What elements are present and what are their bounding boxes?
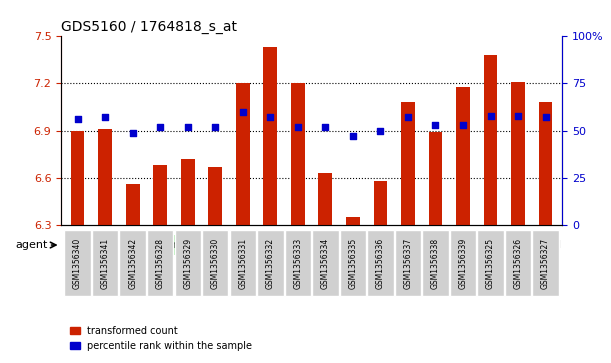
FancyBboxPatch shape bbox=[120, 230, 146, 296]
FancyBboxPatch shape bbox=[422, 230, 448, 296]
FancyBboxPatch shape bbox=[340, 230, 366, 296]
Bar bbox=[346, 217, 360, 225]
Bar bbox=[484, 55, 497, 225]
Point bbox=[541, 115, 551, 121]
FancyBboxPatch shape bbox=[532, 230, 559, 296]
Text: GSM1356329: GSM1356329 bbox=[183, 238, 192, 289]
Text: GSM1356328: GSM1356328 bbox=[156, 238, 165, 289]
FancyBboxPatch shape bbox=[312, 230, 338, 296]
FancyBboxPatch shape bbox=[229, 234, 312, 256]
Bar bbox=[428, 132, 442, 225]
FancyBboxPatch shape bbox=[202, 230, 229, 296]
Text: ampicillin: ampicillin bbox=[164, 240, 211, 250]
Bar bbox=[98, 129, 112, 225]
Text: GSM1356340: GSM1356340 bbox=[73, 237, 82, 289]
Point bbox=[293, 124, 302, 130]
Point bbox=[238, 109, 247, 115]
Bar bbox=[401, 102, 415, 225]
Text: GSM1356342: GSM1356342 bbox=[128, 238, 137, 289]
Text: norfloxacin: norfloxacin bbox=[409, 240, 463, 250]
Point bbox=[155, 124, 165, 130]
FancyBboxPatch shape bbox=[395, 230, 421, 296]
FancyBboxPatch shape bbox=[257, 230, 284, 296]
Text: GSM1356339: GSM1356339 bbox=[458, 237, 467, 289]
FancyBboxPatch shape bbox=[64, 234, 147, 256]
Text: GSM1356332: GSM1356332 bbox=[266, 238, 275, 289]
Bar bbox=[71, 131, 84, 225]
Bar bbox=[208, 167, 222, 225]
Text: GSM1356325: GSM1356325 bbox=[486, 238, 495, 289]
FancyBboxPatch shape bbox=[477, 230, 503, 296]
Point bbox=[431, 122, 441, 128]
Text: agent: agent bbox=[15, 240, 47, 250]
FancyBboxPatch shape bbox=[477, 234, 559, 256]
Text: GSM1356336: GSM1356336 bbox=[376, 237, 385, 289]
Point bbox=[265, 115, 275, 121]
Text: GSM1356331: GSM1356331 bbox=[238, 238, 247, 289]
FancyBboxPatch shape bbox=[312, 234, 394, 256]
Bar bbox=[291, 83, 305, 225]
FancyBboxPatch shape bbox=[147, 234, 229, 256]
FancyBboxPatch shape bbox=[230, 230, 256, 296]
Point bbox=[486, 113, 496, 118]
Point bbox=[210, 124, 220, 130]
Point bbox=[73, 117, 82, 122]
FancyBboxPatch shape bbox=[505, 230, 532, 296]
FancyBboxPatch shape bbox=[147, 230, 174, 296]
Text: GSM1356327: GSM1356327 bbox=[541, 238, 550, 289]
Text: kanamycin: kanamycin bbox=[326, 240, 379, 250]
Point bbox=[376, 128, 386, 134]
Text: GSM1356337: GSM1356337 bbox=[403, 237, 412, 289]
FancyBboxPatch shape bbox=[92, 230, 119, 296]
FancyBboxPatch shape bbox=[394, 234, 477, 256]
Text: GSM1356333: GSM1356333 bbox=[293, 237, 302, 289]
FancyBboxPatch shape bbox=[285, 230, 311, 296]
Text: GSM1356338: GSM1356338 bbox=[431, 238, 440, 289]
Text: gentamicin: gentamicin bbox=[243, 240, 298, 250]
Text: untreated control: untreated control bbox=[475, 240, 560, 250]
FancyBboxPatch shape bbox=[367, 230, 393, 296]
Text: GSM1356330: GSM1356330 bbox=[211, 237, 220, 289]
Bar bbox=[456, 87, 470, 225]
Point bbox=[348, 134, 358, 139]
Bar bbox=[318, 173, 332, 225]
Bar bbox=[511, 82, 525, 225]
FancyBboxPatch shape bbox=[64, 230, 91, 296]
Bar bbox=[126, 184, 139, 225]
Bar bbox=[539, 102, 552, 225]
Point bbox=[403, 115, 413, 121]
Bar bbox=[373, 181, 387, 225]
Bar bbox=[153, 165, 167, 225]
Point bbox=[513, 113, 523, 118]
Text: GSM1356334: GSM1356334 bbox=[321, 237, 330, 289]
Bar bbox=[181, 159, 195, 225]
Bar bbox=[236, 83, 250, 225]
Point bbox=[100, 115, 110, 121]
Legend: transformed count, percentile rank within the sample: transformed count, percentile rank withi… bbox=[66, 322, 256, 355]
Point bbox=[128, 130, 137, 135]
Bar bbox=[263, 47, 277, 225]
Text: GSM1356326: GSM1356326 bbox=[514, 238, 522, 289]
FancyBboxPatch shape bbox=[450, 230, 476, 296]
Text: GSM1356341: GSM1356341 bbox=[101, 238, 109, 289]
Point bbox=[458, 122, 468, 128]
Text: GDS5160 / 1764818_s_at: GDS5160 / 1764818_s_at bbox=[61, 20, 237, 34]
Point bbox=[321, 124, 331, 130]
Point bbox=[183, 124, 192, 130]
Text: GSM1356335: GSM1356335 bbox=[348, 237, 357, 289]
Text: H2O2: H2O2 bbox=[92, 240, 119, 250]
FancyBboxPatch shape bbox=[175, 230, 201, 296]
